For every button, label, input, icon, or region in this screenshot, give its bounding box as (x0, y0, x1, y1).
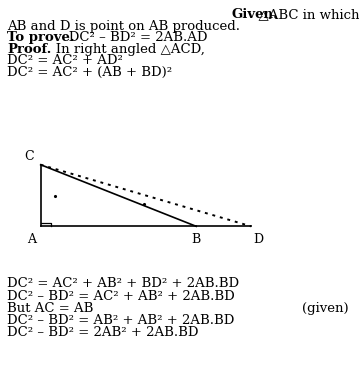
Text: C: C (24, 150, 33, 163)
Text: AB and D is point on AB produced.: AB and D is point on AB produced. (7, 20, 240, 33)
Text: In right angled △ACD,: In right angled △ACD, (43, 43, 205, 56)
Text: B: B (192, 233, 201, 246)
Text: D: D (253, 233, 264, 246)
Text: DC² = AC² + (AB + BD)²: DC² = AC² + (AB + BD)² (7, 66, 172, 78)
Text: DC² – BD² = AB² + AB² + 2AB.BD: DC² – BD² = AB² + AB² + 2AB.BD (7, 314, 234, 327)
Text: To prove.: To prove. (7, 31, 75, 44)
Text: DC² – BD² = AC² + AB² + 2AB.BD: DC² – BD² = AC² + AB² + 2AB.BD (7, 290, 235, 303)
Text: DC² – BD² = 2AB² + 2AB.BD: DC² – BD² = 2AB² + 2AB.BD (7, 326, 199, 339)
Text: (given): (given) (302, 302, 348, 315)
Text: DC² – BD² = 2AB.AD: DC² – BD² = 2AB.AD (56, 31, 207, 44)
Text: Proof.: Proof. (7, 43, 52, 56)
Text: DC² = AC² + AB² + BD² + 2AB.BD: DC² = AC² + AB² + BD² + 2AB.BD (7, 277, 239, 290)
Text: DC² = AC² + AD²: DC² = AC² + AD² (7, 54, 123, 67)
Text: Given.: Given. (232, 8, 278, 21)
Text: But AC = AB: But AC = AB (7, 302, 94, 315)
Text: A: A (27, 233, 36, 246)
Text: △ABC in which ∠A = 90°, CA =: △ABC in which ∠A = 90°, CA = (250, 8, 359, 21)
